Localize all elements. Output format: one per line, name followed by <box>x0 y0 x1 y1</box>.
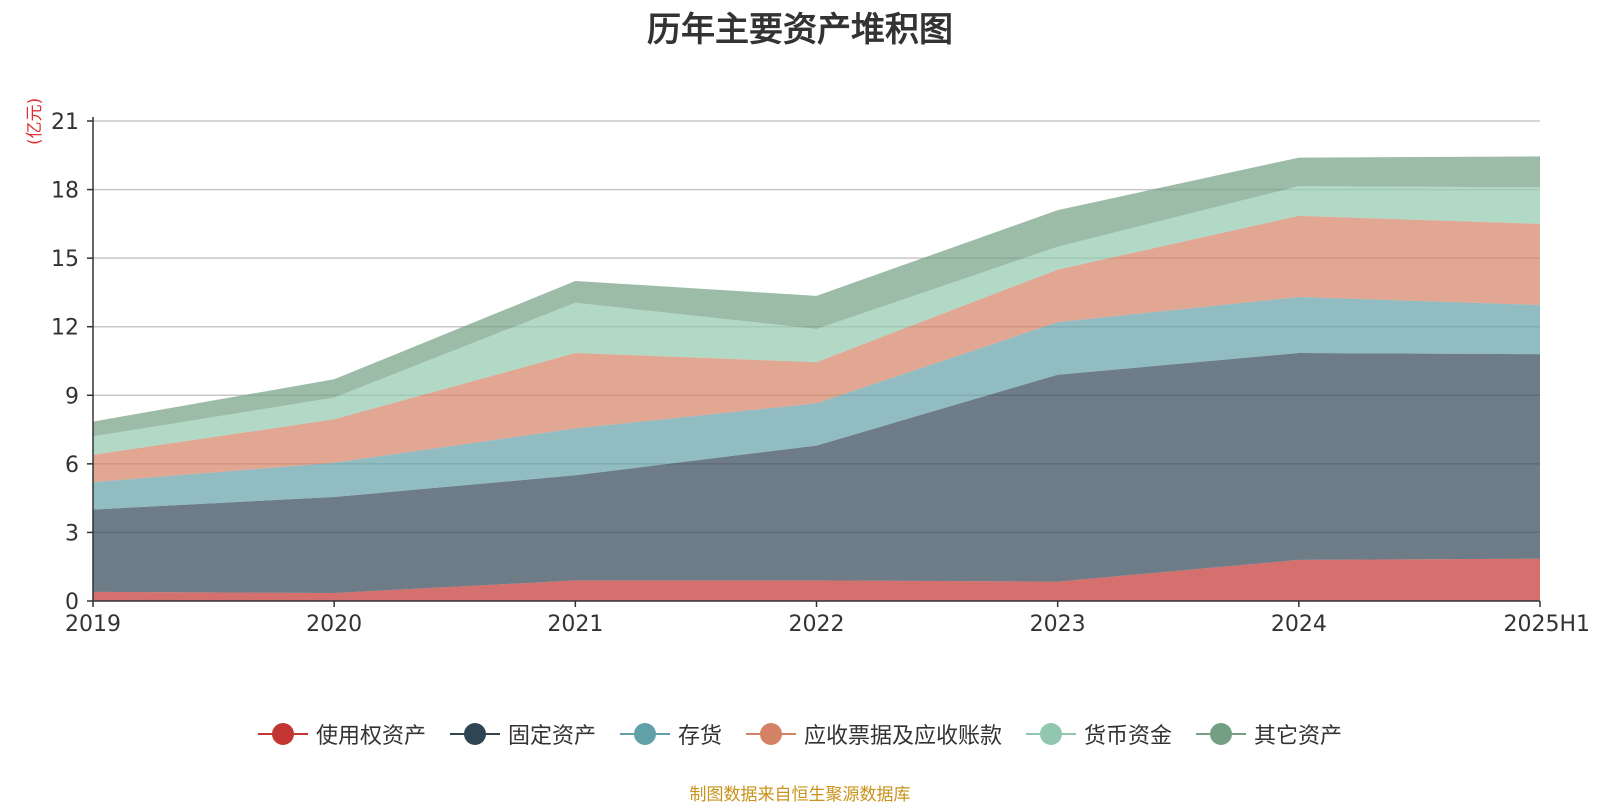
area-series-group <box>93 156 1540 601</box>
legend-dot-icon <box>1040 723 1062 745</box>
legend-label: 存货 <box>678 718 722 750</box>
legend-label: 固定资产 <box>508 718 596 750</box>
x-tick-label: 2024 <box>1271 612 1327 637</box>
legend-marker-icon <box>746 722 796 746</box>
x-tick-label: 2025H1 <box>1503 612 1590 637</box>
legend-marker-icon <box>258 722 308 746</box>
legend-marker-icon <box>620 722 670 746</box>
x-tick-label: 2023 <box>1030 612 1086 637</box>
legend-item-1[interactable]: 使用权资产 <box>258 718 426 750</box>
legend-marker-icon <box>1026 722 1076 746</box>
legend-marker-icon <box>450 722 500 746</box>
x-tick-label: 2020 <box>306 612 362 637</box>
legend-label: 货币资金 <box>1084 718 1172 750</box>
legend-item-3[interactable]: 存货 <box>620 718 722 750</box>
y-tick-label: 15 <box>51 247 79 272</box>
y-tick-label: 12 <box>51 316 79 341</box>
y-tick-label: 6 <box>65 453 79 478</box>
x-tick-label: 2022 <box>789 612 845 637</box>
legend-dot-icon <box>464 723 486 745</box>
legend-item-6[interactable]: 其它资产 <box>1196 718 1342 750</box>
legend-dot-icon <box>760 723 782 745</box>
legend-label: 其它资产 <box>1254 718 1342 750</box>
y-tick-label: 9 <box>65 384 79 409</box>
legend: 使用权资产 固定资产 存货 应收票据及应收账款 货币资金 其它资产 <box>0 718 1600 750</box>
legend-dot-icon <box>1210 723 1232 745</box>
legend-dot-icon <box>634 723 656 745</box>
legend-item-4[interactable]: 应收票据及应收账款 <box>746 718 1002 750</box>
y-tick-label: 3 <box>65 521 79 546</box>
legend-dot-icon <box>272 723 294 745</box>
x-tick-label: 2021 <box>547 612 603 637</box>
source-note: 制图数据来自恒生聚源数据库 <box>0 780 1600 805</box>
legend-item-2[interactable]: 固定资产 <box>450 718 596 750</box>
legend-item-5[interactable]: 货币资金 <box>1026 718 1172 750</box>
x-tick-label: 2019 <box>65 612 121 637</box>
y-tick-label: 18 <box>51 179 79 204</box>
legend-label: 使用权资产 <box>316 718 426 750</box>
legend-label: 应收票据及应收账款 <box>804 718 1002 750</box>
y-tick-label: 21 <box>51 110 79 135</box>
legend-marker-icon <box>1196 722 1246 746</box>
